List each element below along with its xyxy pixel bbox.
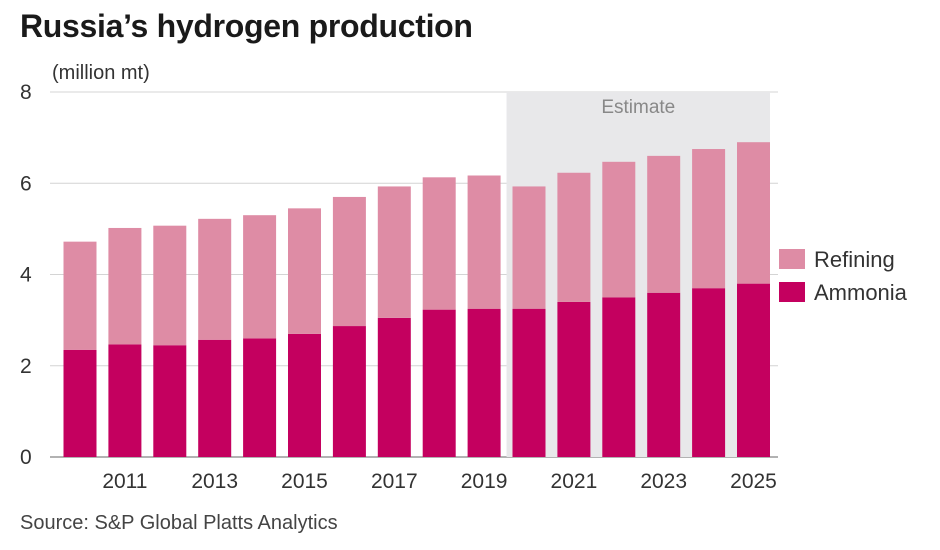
x-tick-label: 2021 bbox=[551, 470, 598, 493]
y-axis-unit-label: (million mt) bbox=[52, 62, 150, 84]
bar-refining-2024 bbox=[692, 149, 726, 289]
bar-refining-2022 bbox=[602, 161, 636, 298]
bar-refining-2012 bbox=[153, 225, 187, 346]
bar-refining-2018 bbox=[422, 177, 456, 310]
x-tick-label: 2013 bbox=[191, 470, 238, 493]
legend: Refining Ammonia bbox=[779, 247, 908, 305]
bar-ammonia-2014 bbox=[243, 338, 277, 457]
bar-refining-2014 bbox=[243, 215, 277, 339]
x-tick-label: 2017 bbox=[371, 470, 418, 493]
bar-refining-2020 bbox=[512, 186, 546, 309]
bar-ammonia-2021 bbox=[557, 301, 591, 457]
estimate-band bbox=[506, 92, 770, 457]
legend-swatch-refining bbox=[779, 249, 805, 269]
x-tick-label: 2023 bbox=[640, 470, 687, 493]
bar-ammonia-2010 bbox=[63, 349, 97, 457]
bar-refining-2010 bbox=[63, 241, 97, 350]
x-axis: 2011 2013 2015 2017 2019 2021 2023 2025 bbox=[102, 470, 777, 493]
legend-swatch-ammonia bbox=[779, 282, 805, 302]
bar-ammonia-2018 bbox=[422, 309, 456, 457]
bar-refining-2016 bbox=[332, 196, 366, 327]
bar-ammonia-2012 bbox=[153, 345, 187, 457]
x-tick-label: 2019 bbox=[461, 470, 508, 493]
bar-ammonia-2011 bbox=[108, 344, 142, 457]
bar-ammonia-2017 bbox=[377, 317, 411, 457]
estimate-label: Estimate bbox=[601, 97, 675, 118]
x-tick-label: 2011 bbox=[102, 470, 147, 493]
y-tick-label: 8 bbox=[20, 81, 32, 104]
y-tick-label: 0 bbox=[20, 446, 32, 469]
bar-refining-2013 bbox=[198, 218, 232, 340]
source-note: Source: S&P Global Platts Analytics bbox=[20, 512, 338, 534]
bar-refining-2019 bbox=[467, 175, 501, 309]
bar-ammonia-2019 bbox=[467, 308, 501, 457]
bar-ammonia-2013 bbox=[198, 339, 232, 457]
bar-refining-2015 bbox=[288, 208, 321, 334]
bar-refining-2025 bbox=[737, 142, 770, 284]
bar-refining-2011 bbox=[108, 227, 142, 345]
bar-ammonia-2016 bbox=[332, 326, 366, 457]
bar-ammonia-2020 bbox=[512, 308, 546, 457]
bar-ammonia-2025 bbox=[737, 283, 770, 457]
x-tick-label: 2015 bbox=[281, 470, 328, 493]
bars-layer bbox=[63, 142, 770, 457]
y-axis: 0 2 4 6 8 bbox=[20, 81, 32, 469]
bar-ammonia-2015 bbox=[288, 333, 321, 457]
bar-ammonia-2024 bbox=[692, 288, 726, 457]
y-tick-label: 4 bbox=[20, 264, 32, 287]
legend-label-ammonia: Ammonia bbox=[814, 280, 908, 305]
x-tick-label: 2025 bbox=[730, 470, 777, 493]
bar-ammonia-2022 bbox=[602, 297, 636, 457]
y-tick-label: 6 bbox=[20, 172, 32, 195]
chart-title: Russia’s hydrogen production bbox=[20, 8, 473, 44]
legend-label-refining: Refining bbox=[814, 247, 895, 272]
y-tick-label: 2 bbox=[20, 355, 32, 378]
bar-refining-2017 bbox=[377, 186, 411, 318]
bar-refining-2023 bbox=[647, 155, 681, 293]
bar-refining-2021 bbox=[557, 172, 591, 302]
bar-ammonia-2023 bbox=[647, 292, 681, 457]
